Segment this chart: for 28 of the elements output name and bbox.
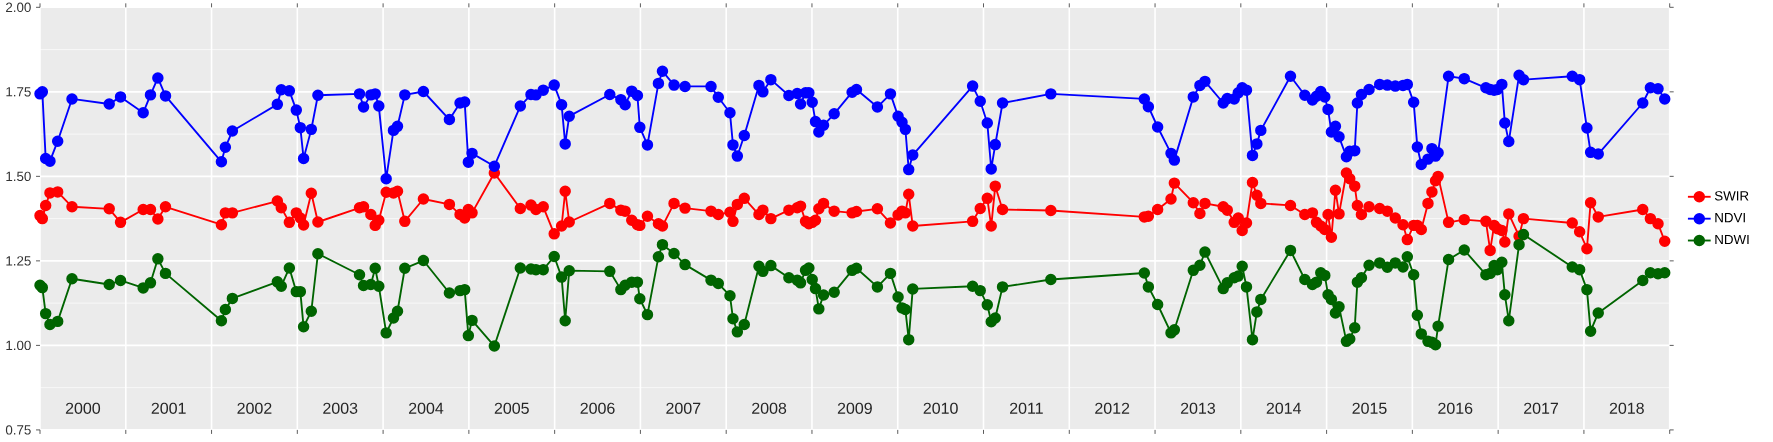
x-tick-label: 2004 (408, 402, 444, 414)
x-tick-label: 2014 (1266, 402, 1302, 414)
x-tick-label: 2018 (1609, 402, 1644, 414)
x-tick-label: 2013 (1180, 402, 1216, 414)
legend-label: NDVI (1715, 213, 1745, 223)
x-tick-label: 2006 (580, 402, 615, 414)
x-tick-label: 2016 (1438, 402, 1473, 414)
y-tick-label: 1.75 (6, 87, 31, 97)
legend-label: NDWI (1715, 234, 1749, 245)
x-tick-label: 2002 (237, 402, 272, 414)
y-tick-label: 1.00 (6, 340, 31, 351)
x-tick-label: 2009 (837, 402, 872, 414)
y-tick-label: 1.25 (6, 256, 31, 266)
x-tick-label: 2015 (1352, 402, 1387, 414)
x-tick-label: 2001 (151, 402, 186, 414)
x-tick-label: 2005 (494, 402, 529, 414)
x-tick-label: 2017 (1524, 402, 1559, 414)
x-tick-label: 2008 (752, 402, 787, 414)
x-tick-label: 2011 (1009, 402, 1043, 414)
y-tick-label: 2.00 (6, 2, 31, 13)
x-tick-label: 2012 (1095, 402, 1130, 414)
x-tick-label: 2010 (923, 402, 958, 414)
legend-label: SWIR (1714, 191, 1749, 201)
y-tick-label: 0.75 (5, 425, 31, 435)
x-tick-label: 2003 (323, 402, 358, 414)
y-tick-label: 1.50 (6, 171, 31, 182)
x-tick-label: 2007 (666, 402, 701, 414)
x-tick-label: 2000 (65, 402, 101, 414)
